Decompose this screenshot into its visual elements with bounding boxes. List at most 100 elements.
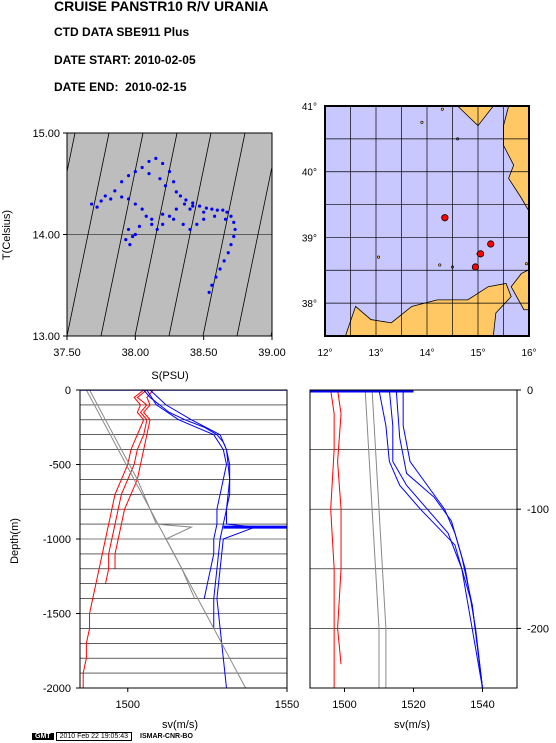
ts-point [229,243,233,247]
ts-point [126,197,131,201]
date-end-value: 2010-02-15 [125,80,187,94]
ts-x-tick-label: 38.50 [190,347,218,359]
ts-point [215,208,219,212]
temperature-profile [104,390,148,584]
ts-y-tick-label: 13.00 [32,331,60,343]
date-end-label: DATE END: [54,80,119,94]
ts-point [120,195,124,199]
profile-y-tick-label: 0 [65,385,71,397]
map-y-tick-label: 38° [302,299,317,310]
isopycnal-line [67,133,76,174]
island-shape [377,255,381,259]
map-x-tick-label: 13° [368,348,383,359]
profile-x-tick-label: 1500 [116,699,140,711]
zoom-group [310,390,517,688]
temperature-profile [330,390,335,688]
ts-point [191,201,195,205]
ts-point [155,227,159,232]
ts-point [95,205,99,209]
zoom-y-tick-label: -200 [527,623,549,635]
ts-point [103,194,107,198]
ts-point [163,184,167,188]
ts-point [147,159,151,164]
ts-point [229,214,233,218]
map-x-tick-label: 15° [470,348,485,359]
ts-point [191,204,195,208]
footer: GMT 2010 Feb 22 19:05:43 ISMAR-CNR-BO [32,732,193,741]
sv-y-axis-label: Depth(m) [9,518,21,564]
profile-x-tick-label: 1550 [275,699,299,711]
island-shape [438,263,442,267]
ts-point [147,172,151,176]
island-shape [420,120,424,124]
ts-point [161,222,165,226]
ts-x-axis-label: S(PSU) [151,370,188,382]
island-shape [440,107,444,111]
profile-y-tick-label: -1500 [43,609,71,621]
ts-point [161,212,165,216]
ts-point [126,227,131,232]
ts-point [131,234,135,239]
ts-point [210,207,214,211]
temperature-profile [82,390,145,688]
credit: ISMAR-CNR-BO [140,733,193,740]
ts-point [178,194,183,198]
zoom-y-tick-label: 0 [527,385,533,397]
data-source-label: CTD DATA SBE911 Plus [54,25,190,39]
ts-point [133,202,137,206]
ts-point [128,243,132,247]
ts-point [210,283,214,287]
profile-group [80,390,287,688]
sv-x-axis-label: sv(m/s) [162,719,198,731]
ts-point [182,202,187,206]
ts-point [172,217,176,221]
ts-point [188,227,192,232]
salinity-profile [378,390,483,688]
temperature-profile [114,390,154,569]
sound-velocity-profile [371,390,387,688]
ts-point [204,206,208,210]
map-y-tick-label: 40° [302,168,317,179]
ts-point [99,199,103,203]
ts-point [133,232,137,237]
ts-point [124,237,128,242]
ts-x-tick-label: 38.00 [122,347,150,359]
ts-y-tick-label: 15.00 [32,128,60,140]
ts-point [188,207,192,211]
ts-point [113,189,117,193]
ts-point [167,214,172,218]
ts-point [109,197,113,201]
ts-point [225,210,229,214]
ts-point [154,156,158,160]
ts-point [140,207,144,211]
ts-point [90,202,94,206]
date-start-label: DATE START: [54,53,131,67]
map-x-tick-label: 14° [419,348,434,359]
map-group [325,106,529,336]
ts-point [232,234,236,239]
ts-point [150,222,154,226]
station-marker [476,250,485,258]
ts-point [195,222,199,226]
date-end: DATE END: 2010-02-15 [54,80,187,94]
ts-point [137,224,142,228]
ts-point [197,204,202,208]
temperature-profile [337,390,342,665]
date-start-value: 2010-02-05 [134,53,196,67]
ts-point [232,220,236,224]
ts-point [133,169,137,174]
ts-point [174,207,178,211]
profile-y-tick-label: -2000 [43,683,71,695]
ts-point [126,174,131,178]
ts-x-tick-label: 37.50 [53,347,81,359]
profile-y-tick-label: -500 [49,460,71,472]
map-y-tick-label: 39° [302,233,317,244]
ts-point [202,210,206,214]
ts-point [150,217,154,221]
ts-x-tick-label: 39.00 [258,347,286,359]
ts-point [181,222,185,226]
ts-point [233,227,237,232]
profile-y-tick-label: -1000 [43,534,71,546]
ts-point [222,259,226,263]
ts-point [120,180,124,184]
